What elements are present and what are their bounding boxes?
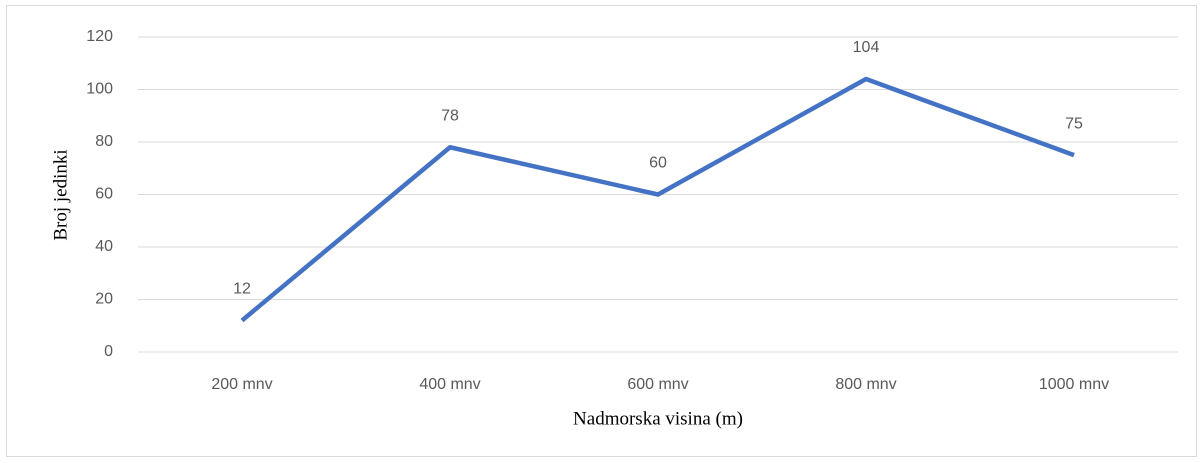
data-label: 60 — [649, 155, 667, 172]
data-label: 78 — [441, 107, 459, 124]
y-tick-label: 20 — [95, 291, 113, 308]
y-tick-label: 60 — [95, 186, 113, 203]
y-tick-label: 100 — [86, 81, 113, 98]
chart-border — [6, 5, 1197, 457]
y-tick-label: 80 — [95, 133, 113, 150]
line-series — [240, 76, 1075, 323]
x-tick-label: 1000 mnv — [1039, 376, 1109, 393]
x-tick-label: 600 mnv — [627, 376, 688, 393]
x-tick-label: 400 mnv — [419, 376, 480, 393]
x-tick-label: 800 mnv — [835, 376, 896, 393]
data-label: 75 — [1065, 115, 1083, 132]
data-label: 104 — [853, 39, 880, 56]
x-axis-title: Nadmorska visina (m) — [573, 408, 743, 429]
y-axis-title: Broj jedinki — [50, 149, 71, 240]
y-tick-label: 40 — [95, 238, 113, 255]
data-label: 12 — [233, 281, 251, 298]
y-tick-label: 120 — [86, 28, 113, 45]
y-tick-label: 0 — [104, 343, 113, 360]
x-tick-label: 200 mnv — [211, 376, 272, 393]
